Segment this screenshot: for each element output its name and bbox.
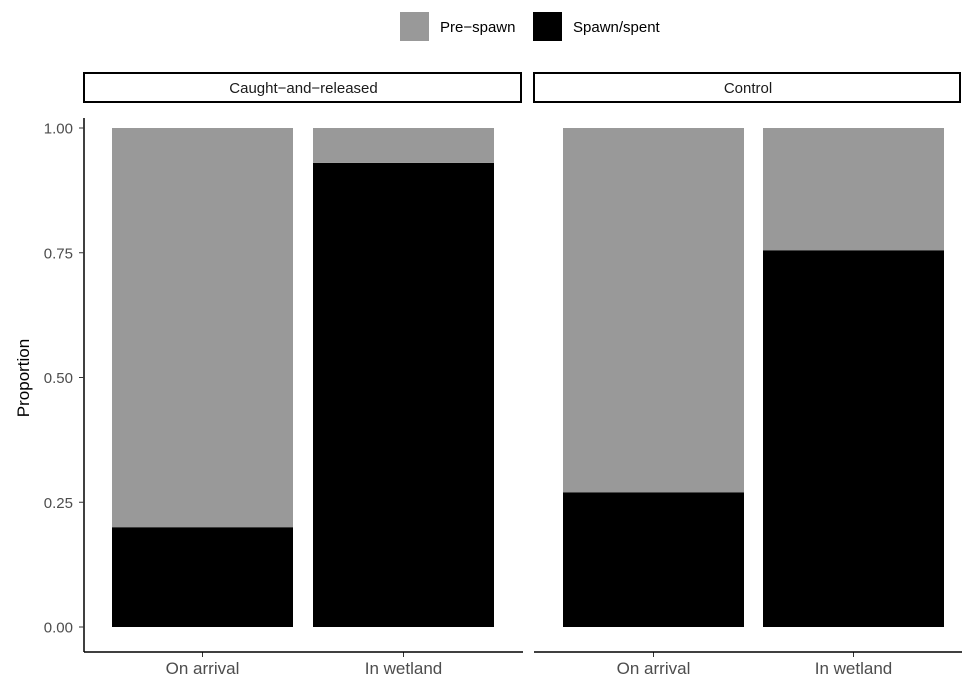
facet-strip-label-0: Caught−and−released <box>229 80 377 97</box>
facet-strip-0 <box>83 72 522 103</box>
bar-1-0-0 <box>563 492 744 627</box>
legend-swatch-0 <box>400 12 429 41</box>
bar-0-1-1 <box>313 128 494 163</box>
y-tick-label-1: 0.25 <box>44 495 73 512</box>
bar-1-1-1 <box>763 128 944 251</box>
legend-label-0: Pre−spawn <box>440 19 515 36</box>
x-tick-label-0-0: On arrival <box>166 659 240 675</box>
facet-strip-1 <box>533 72 961 103</box>
y-axis-title: Proportion <box>14 339 33 417</box>
bar-0-0-0 <box>112 527 293 627</box>
y-tick-label-3: 0.75 <box>44 245 73 262</box>
y-axis: 0.00 0.25 0.50 0.75 1.00 <box>44 118 85 652</box>
y-tick-label-2: 0.50 <box>44 370 73 387</box>
bar-1-0-1 <box>563 128 744 493</box>
bar-0-1-0 <box>313 162 494 627</box>
facet-strip-label-1: Control <box>724 80 772 97</box>
legend: Pre−spawn Spawn/spent <box>400 12 661 41</box>
x-tick-label-1-0: On arrival <box>617 659 691 675</box>
legend-label-1: Spawn/spent <box>573 19 661 36</box>
x-tick-label-1-1: In wetland <box>815 659 893 675</box>
y-tick-label-4: 1.00 <box>44 121 73 138</box>
bar-1-1-0 <box>763 250 944 627</box>
panel-1: Control On arrival In wetland <box>533 72 962 675</box>
bar-0-0-1 <box>112 128 293 528</box>
legend-swatch-1 <box>533 12 562 41</box>
y-tick-label-0: 0.00 <box>44 620 73 637</box>
panel-0: Caught−and−released On arrival In wetland <box>83 72 523 675</box>
x-tick-label-0-1: In wetland <box>365 659 443 675</box>
